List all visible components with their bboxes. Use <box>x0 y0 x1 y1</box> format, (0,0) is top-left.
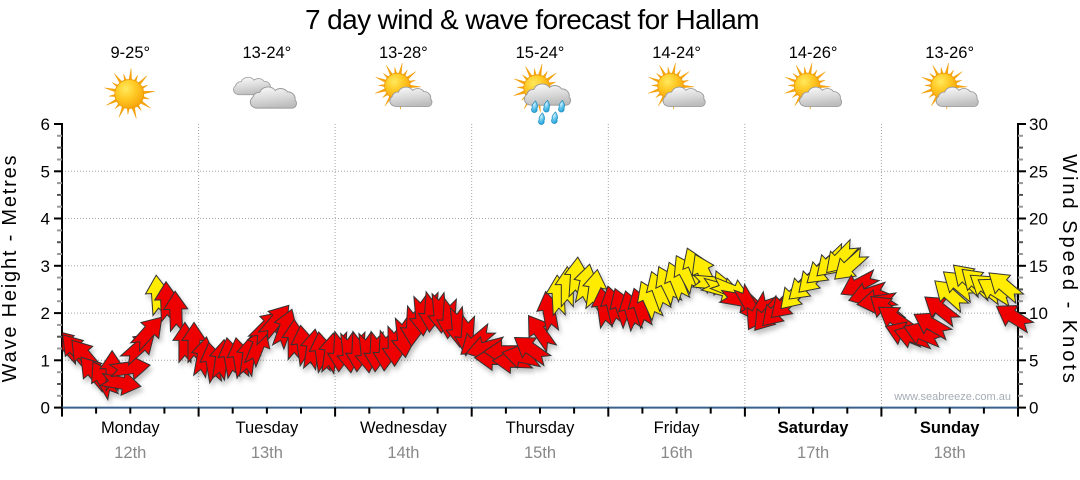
svg-text:0: 0 <box>41 399 50 418</box>
svg-text:16th: 16th <box>661 444 693 462</box>
svg-text:2: 2 <box>41 304 50 323</box>
svg-text:5: 5 <box>1029 351 1038 370</box>
svg-text:Thursday: Thursday <box>506 419 576 437</box>
svg-text:18th: 18th <box>934 444 966 462</box>
svg-text:7 day wind & wave forecast for: 7 day wind & wave forecast for Hallam <box>305 4 759 35</box>
svg-text:25: 25 <box>1029 162 1048 181</box>
svg-text:10: 10 <box>1029 304 1048 323</box>
svg-text:14th: 14th <box>387 444 419 462</box>
svg-text:15: 15 <box>1029 257 1048 276</box>
svg-text:Tuesday: Tuesday <box>236 419 299 437</box>
svg-text:13-26°: 13-26° <box>925 44 974 62</box>
svg-text:13-24°: 13-24° <box>242 44 291 62</box>
svg-text:Saturday: Saturday <box>778 419 849 437</box>
svg-text:14-24°: 14-24° <box>652 44 701 62</box>
svg-text:5: 5 <box>41 162 50 181</box>
svg-text:Wind Speed - Knots: Wind Speed - Knots <box>1058 154 1080 386</box>
svg-text:Wave Height - Metres: Wave Height - Metres <box>0 154 21 383</box>
svg-text:4: 4 <box>41 210 50 229</box>
svg-text:Monday: Monday <box>101 419 160 437</box>
svg-text:13th: 13th <box>251 444 283 462</box>
svg-text:17th: 17th <box>797 444 829 462</box>
svg-text:9-25°: 9-25° <box>110 44 150 62</box>
svg-text:Wednesday: Wednesday <box>360 419 448 437</box>
svg-text:0: 0 <box>1029 399 1038 418</box>
svg-text:15th: 15th <box>524 444 556 462</box>
svg-text:20: 20 <box>1029 210 1048 229</box>
svg-text:15-24°: 15-24° <box>516 44 565 62</box>
svg-text:www.seabreeze.com.au: www.seabreeze.com.au <box>893 391 1011 403</box>
svg-text:1: 1 <box>41 351 50 370</box>
svg-text:Sunday: Sunday <box>920 419 980 437</box>
svg-text:30: 30 <box>1029 115 1048 134</box>
svg-text:3: 3 <box>41 257 50 276</box>
svg-text:6: 6 <box>41 115 50 134</box>
svg-text:13-28°: 13-28° <box>379 44 428 62</box>
svg-text:14-26°: 14-26° <box>789 44 838 62</box>
svg-text:Friday: Friday <box>654 419 701 437</box>
svg-text:12th: 12th <box>114 444 146 462</box>
